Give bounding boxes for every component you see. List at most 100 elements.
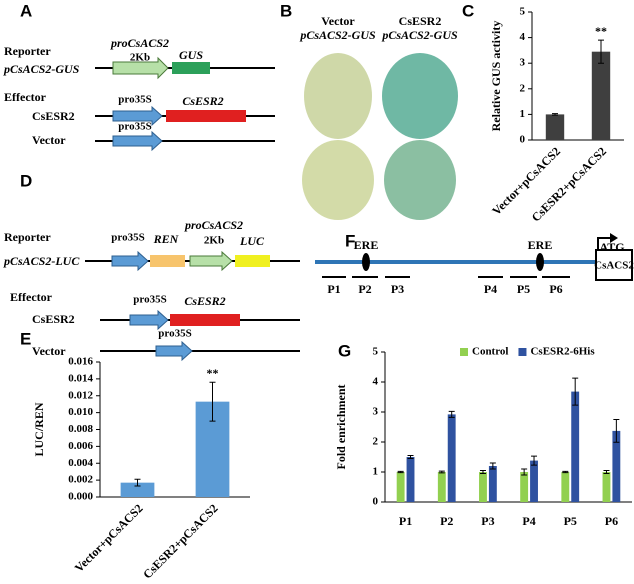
label: Effector xyxy=(4,90,47,104)
significance: ** xyxy=(595,24,607,38)
error-bar xyxy=(489,462,496,470)
promoter-arrow xyxy=(112,56,169,80)
label: Vector xyxy=(32,133,66,147)
y-tick-label: 0.008 xyxy=(68,423,93,435)
label: CsESR2 xyxy=(184,294,225,308)
promoter-arrow xyxy=(129,309,169,331)
panel-label: C xyxy=(462,1,474,20)
error-bar xyxy=(552,113,558,116)
leaf xyxy=(302,140,374,220)
label: 2Kb xyxy=(204,235,224,247)
error-bar xyxy=(531,455,538,466)
panel-label: A xyxy=(20,1,32,20)
leaf xyxy=(384,140,456,220)
panel-label: G xyxy=(338,341,351,360)
tss-arrow-head xyxy=(610,233,618,243)
y-tick-label: 0.010 xyxy=(68,406,93,418)
bar xyxy=(479,472,487,502)
y-tick-label: 2 xyxy=(373,436,379,448)
label: CsESR2 xyxy=(32,312,75,326)
x-tick-label: P3 xyxy=(481,514,494,528)
label: pCsACS2-GUS xyxy=(299,28,376,42)
label: Vector xyxy=(321,14,355,28)
label: pCsACS2-LUC xyxy=(3,254,80,268)
y-tick-label: 5 xyxy=(520,6,526,18)
label: pro35S xyxy=(111,232,144,244)
y-tick-label: 0 xyxy=(373,496,379,508)
regions: P1 P2 P3 P4 P5 P6 xyxy=(322,276,570,296)
error-bar xyxy=(134,478,141,487)
promoter-arrow xyxy=(112,130,163,152)
region-label: P6 xyxy=(549,282,562,296)
promoter-arrow xyxy=(112,105,163,127)
label: proCsACS2 xyxy=(110,36,169,50)
panel-b: B Vector pCsACS2-GUS CsESR2 pCsACS2-GUS xyxy=(280,1,458,220)
legend-label: Control xyxy=(472,346,508,358)
label: pro35S xyxy=(158,328,191,340)
panel-label: E xyxy=(20,329,31,348)
label: ERE xyxy=(528,238,553,252)
legend-label: CsESR2-6His xyxy=(530,346,595,358)
bar xyxy=(447,414,456,502)
bar xyxy=(545,114,565,140)
x-tick-label: P1 xyxy=(399,514,412,528)
label: pro35S xyxy=(118,121,151,133)
gene-box xyxy=(172,62,210,74)
y-axis-label: Fold enrichment xyxy=(334,385,348,470)
bar xyxy=(602,472,611,502)
y-tick-label: 1 xyxy=(520,108,526,120)
label: LUC xyxy=(239,234,265,248)
label: CsACS2 xyxy=(594,260,634,272)
panel-f: F ERE ERE ATG CsACS2 P1 P2 P3 P4 P5 P6 xyxy=(315,231,634,296)
label: ATG xyxy=(599,240,624,254)
tss-arrow xyxy=(597,237,612,250)
y-tick-label: 0.006 xyxy=(68,440,93,452)
x-tick-label: Vector+pCsACS2 xyxy=(72,501,146,575)
y-tick-label: 0.014 xyxy=(68,372,93,384)
gene-box xyxy=(170,314,240,326)
panel-d: D Reporter pCsACS2-LUC pro35S REN proCsA… xyxy=(3,171,300,362)
bar xyxy=(612,430,621,502)
error-bar xyxy=(598,39,604,64)
panel-a: A Reporter pCsACS2-GUS proCsACS2 2Kb GUS… xyxy=(3,1,275,152)
promoter-arrow xyxy=(189,250,233,272)
y-tick-label: 3 xyxy=(520,57,526,69)
y-tick-label: 0.002 xyxy=(68,474,93,486)
error-bar xyxy=(479,470,486,474)
error-bar xyxy=(572,377,579,406)
y-tick-label: 2 xyxy=(520,82,526,94)
legend-swatch xyxy=(518,348,527,356)
label: ERE xyxy=(354,238,379,252)
bar xyxy=(396,472,405,502)
label: pro35S xyxy=(133,294,166,306)
error-bar xyxy=(209,381,216,422)
error-bar xyxy=(521,468,528,476)
promoter-arrow xyxy=(155,340,193,362)
y-axis-label: LUC/REN xyxy=(32,402,46,456)
x-tick-label: P5 xyxy=(564,514,577,528)
bar xyxy=(561,472,570,502)
y-axis-label: Relative GUS activity xyxy=(489,21,503,132)
x-tick-label: P4 xyxy=(522,514,535,528)
region-label: P3 xyxy=(391,282,404,296)
error-bar xyxy=(562,470,569,474)
region-label: P4 xyxy=(484,282,497,296)
label: Effector xyxy=(10,290,53,304)
x-tick-label: CsESR2+pCsACS2 xyxy=(140,501,220,581)
leaf xyxy=(304,53,372,139)
label: CsESR2 xyxy=(32,109,75,123)
bar xyxy=(530,460,538,502)
label: Reporter xyxy=(4,230,51,244)
element xyxy=(362,253,370,271)
y-tick-label: 0.000 xyxy=(68,491,93,503)
y-tick-label: 0.016 xyxy=(68,356,93,368)
y-tick-label: 0.004 xyxy=(68,457,93,469)
bar xyxy=(520,472,529,502)
bar xyxy=(488,466,497,502)
y-tick-label: 1 xyxy=(373,466,379,478)
label: pCsACS2-GUS xyxy=(3,62,80,76)
bar xyxy=(591,51,611,140)
bar xyxy=(120,482,155,497)
significance: ** xyxy=(207,366,219,380)
